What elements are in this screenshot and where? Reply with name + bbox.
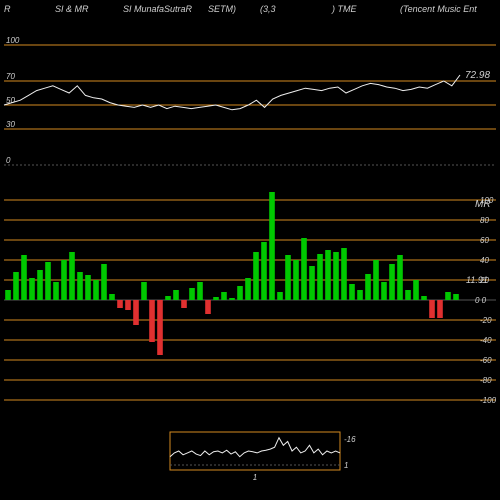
bar-positive bbox=[373, 260, 379, 300]
bar-positive bbox=[349, 284, 355, 300]
bar-positive bbox=[77, 272, 83, 300]
ytick-label: 60 bbox=[480, 236, 489, 245]
bar-positive bbox=[453, 294, 459, 300]
mini-xtick: 1 bbox=[253, 473, 257, 482]
ytick-label: -40 bbox=[480, 336, 492, 345]
bar-positive bbox=[333, 252, 339, 300]
header-label: SI & MR bbox=[55, 4, 89, 14]
bar-positive bbox=[365, 274, 371, 300]
header-label: (Tencent Music Ent bbox=[400, 4, 477, 14]
bar-negative bbox=[133, 300, 139, 325]
bar-negative bbox=[205, 300, 211, 314]
bar-positive bbox=[445, 292, 451, 300]
bar-positive bbox=[237, 286, 243, 300]
bar-positive bbox=[301, 238, 307, 300]
bar-negative bbox=[125, 300, 131, 310]
current-value: 72.98 bbox=[465, 70, 490, 81]
bar-positive bbox=[405, 290, 411, 300]
current-value: 11.91 bbox=[466, 275, 488, 285]
bar-positive bbox=[5, 290, 11, 300]
chart-header: R SI & MR SI MunafaSutraR SETM) (3,3 ) TME (Te… bbox=[0, 0, 500, 18]
ytick-label: -80 bbox=[480, 376, 492, 385]
ytick-label: -60 bbox=[480, 356, 492, 365]
bar-positive bbox=[109, 294, 115, 300]
header-label: ) TME bbox=[332, 4, 357, 14]
mini-label-top: -16 bbox=[344, 435, 356, 444]
bar-positive bbox=[29, 278, 35, 300]
bar-positive bbox=[229, 298, 235, 300]
bar-positive bbox=[61, 260, 67, 300]
bar-negative bbox=[157, 300, 163, 355]
bar-positive bbox=[197, 282, 203, 300]
bar-positive bbox=[285, 255, 291, 300]
bar-positive bbox=[253, 252, 259, 300]
bar-negative bbox=[429, 300, 435, 318]
bar-negative bbox=[181, 300, 187, 308]
bar-positive bbox=[389, 264, 395, 300]
ytick-label: 40 bbox=[480, 256, 489, 265]
bar-positive bbox=[213, 297, 219, 300]
bar-positive bbox=[381, 282, 387, 300]
bar-positive bbox=[413, 280, 419, 300]
header-label: SETM) bbox=[208, 4, 236, 14]
bar-positive bbox=[85, 275, 91, 300]
ytick-label: 0 bbox=[6, 156, 11, 165]
bar-positive bbox=[21, 255, 27, 300]
bar-positive bbox=[173, 290, 179, 300]
bar-positive bbox=[277, 292, 283, 300]
ytick-label: 80 bbox=[480, 216, 489, 225]
bar-positive bbox=[293, 260, 299, 300]
header-label: R bbox=[4, 4, 11, 14]
bar-positive bbox=[93, 280, 99, 300]
header-label: (3,3 bbox=[260, 4, 276, 14]
zero-label: 0 0 bbox=[475, 296, 487, 305]
ytick-label: 70 bbox=[6, 72, 15, 81]
bar-positive bbox=[221, 292, 227, 300]
bar-positive bbox=[309, 266, 315, 300]
bar-negative bbox=[437, 300, 443, 318]
bar-positive bbox=[45, 262, 51, 300]
chart-canvas: 030507010072.98-100-80-60-40-20204060801… bbox=[0, 0, 500, 500]
bar-negative bbox=[149, 300, 155, 342]
ytick-label: -100 bbox=[480, 396, 497, 405]
bar-positive bbox=[261, 242, 267, 300]
bar-positive bbox=[269, 192, 275, 300]
bar-positive bbox=[165, 296, 171, 300]
bar-positive bbox=[325, 250, 331, 300]
bar-positive bbox=[13, 272, 19, 300]
bar-positive bbox=[357, 290, 363, 300]
bar-positive bbox=[317, 254, 323, 300]
bar-positive bbox=[341, 248, 347, 300]
bar-positive bbox=[101, 264, 107, 300]
bar-negative bbox=[117, 300, 123, 308]
mini-line bbox=[170, 438, 340, 457]
bar-positive bbox=[53, 282, 59, 300]
bar-positive bbox=[37, 270, 43, 300]
bar-positive bbox=[141, 282, 147, 300]
mini-panel-border bbox=[170, 432, 340, 470]
bar-positive bbox=[189, 288, 195, 300]
mini-label-bottom: 1 bbox=[344, 461, 348, 470]
panel-label: MR bbox=[475, 199, 491, 210]
bar-positive bbox=[69, 252, 75, 300]
ytick-label: 100 bbox=[6, 36, 20, 45]
ytick-label: -20 bbox=[480, 316, 492, 325]
bar-positive bbox=[245, 278, 251, 300]
ytick-label: 30 bbox=[6, 120, 15, 129]
bar-positive bbox=[397, 255, 403, 300]
bar-positive bbox=[421, 296, 427, 300]
header-label: SI MunafaSutraR bbox=[123, 4, 192, 14]
